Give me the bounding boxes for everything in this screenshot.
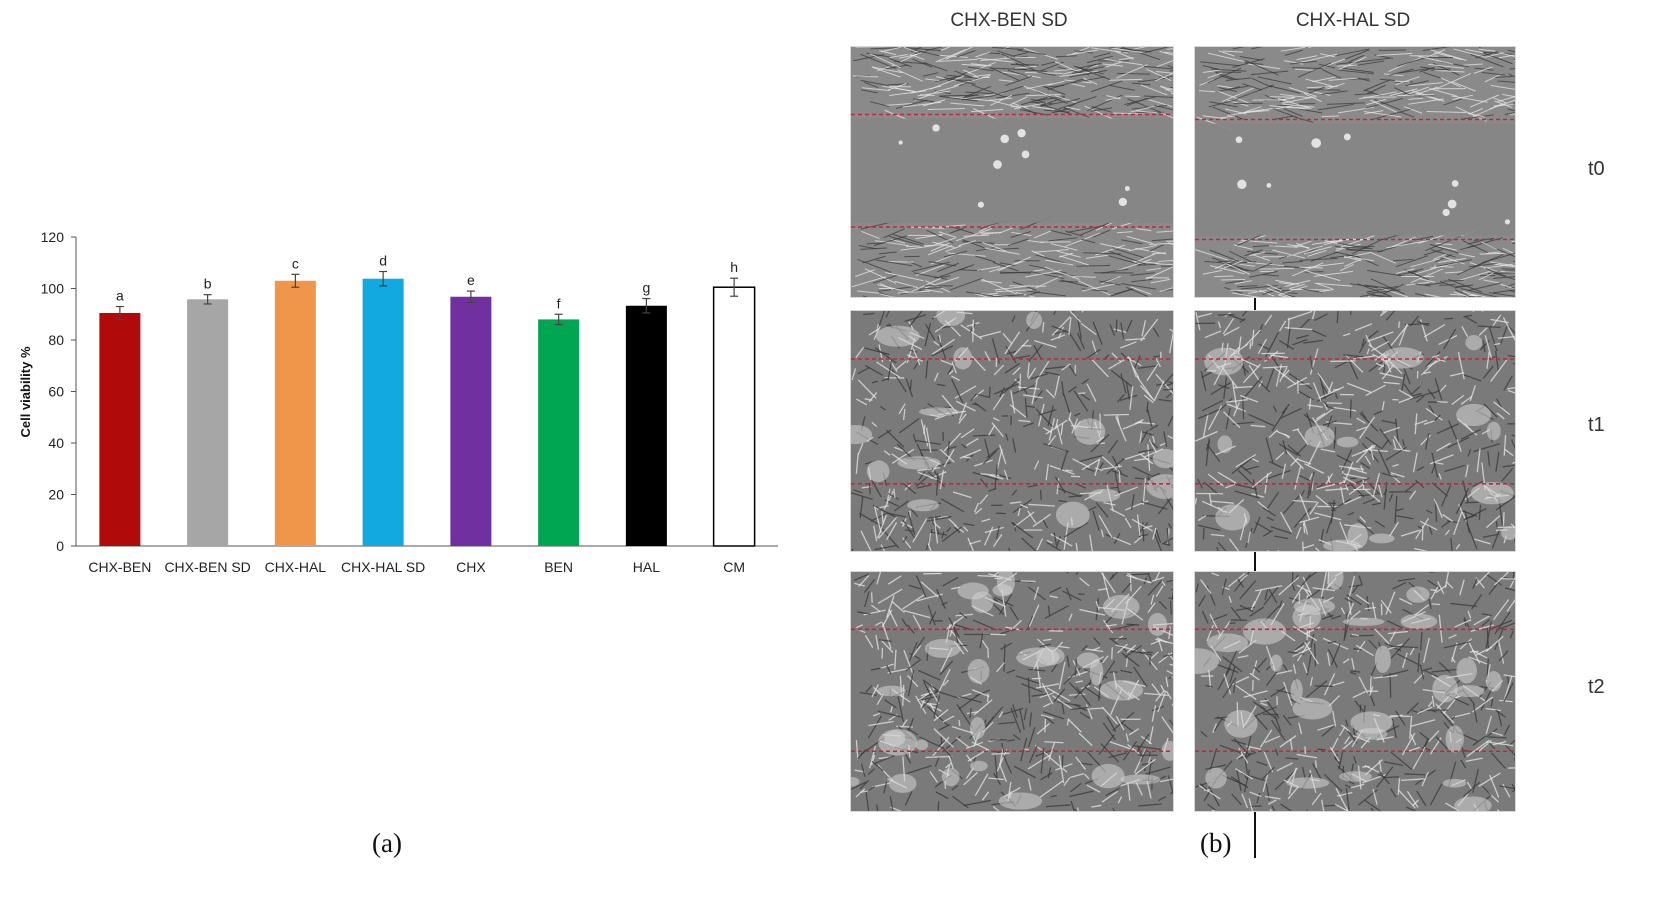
x-tick-label: CM — [723, 559, 745, 575]
bar-hal — [625, 305, 667, 546]
x-tick-label: CHX-HAL — [265, 559, 327, 575]
micrograph-chx-ben-sd-t2 — [850, 571, 1174, 812]
significance-letters: a b c d e f g h — [116, 253, 738, 312]
x-tick-label: CHX — [456, 559, 486, 575]
y-tick-label: 0 — [56, 538, 64, 554]
y-axis: 0 20 40 60 80 100 120 — [41, 229, 77, 554]
bars — [99, 278, 756, 547]
significance-letter: h — [730, 259, 738, 275]
row-label-t0: t0 — [1588, 158, 1605, 180]
bar-chx-ben-sd — [187, 299, 229, 546]
column-header-chx-hal-sd: CHX-HAL SD — [1295, 10, 1411, 31]
x-tick-label: CHX-BEN SD — [164, 559, 250, 575]
bar-chx-ben — [99, 312, 141, 546]
y-tick-label: 60 — [48, 384, 64, 400]
significance-letter: c — [292, 255, 299, 271]
x-tick-label: HAL — [633, 559, 660, 575]
bar-chx-hal-sd — [362, 278, 404, 546]
significance-letter: g — [642, 280, 650, 296]
x-tick-label: CHX-HAL SD — [341, 559, 425, 575]
bar-ben — [538, 319, 580, 546]
y-tick-label: 40 — [48, 435, 64, 451]
micrograph-chx-hal-sd-t2 — [1194, 571, 1516, 812]
panel-a-label: (a) — [372, 828, 402, 858]
x-tick-label: BEN — [544, 559, 573, 575]
bar-chx — [450, 296, 492, 546]
y-axis-title: Cell viability % — [18, 346, 33, 437]
bar-chx-hal — [274, 280, 316, 546]
column-header-chx-ben-sd: CHX-BEN SD — [950, 10, 1068, 31]
micrograph-chx-ben-sd-t1 — [850, 310, 1174, 552]
y-tick-label: 120 — [41, 229, 65, 245]
significance-letter: d — [379, 253, 387, 269]
significance-letter: e — [467, 272, 475, 288]
significance-letter: b — [204, 276, 212, 292]
significance-letter: f — [557, 295, 561, 311]
micrograph-chx-hal-sd-t1 — [1194, 310, 1516, 552]
x-tick-label: CHX-BEN — [88, 559, 151, 575]
micrograph-chx-hal-sd-t0 — [1194, 46, 1516, 298]
row-label-t1: t1 — [1588, 414, 1605, 436]
panel-b-label: (b) — [1200, 828, 1232, 858]
error-bars — [115, 270, 739, 326]
x-axis: CHX-BEN CHX-BEN SD CHX-HAL CHX-HAL SD CHX BEN… — [76, 545, 778, 575]
bar-cm — [712, 286, 756, 547]
y-tick-label: 20 — [48, 487, 64, 503]
significance-letter: a — [116, 288, 124, 304]
row-label-t2: t2 — [1588, 676, 1605, 698]
bar-chart: 0 20 40 60 80 100 120 CHX-BEN CHX-BEN SD CHX-HAL… — [18, 229, 778, 575]
y-tick-label: 80 — [48, 332, 64, 348]
y-tick-label: 100 — [41, 281, 65, 297]
micrograph-chx-ben-sd-t0 — [850, 46, 1174, 298]
